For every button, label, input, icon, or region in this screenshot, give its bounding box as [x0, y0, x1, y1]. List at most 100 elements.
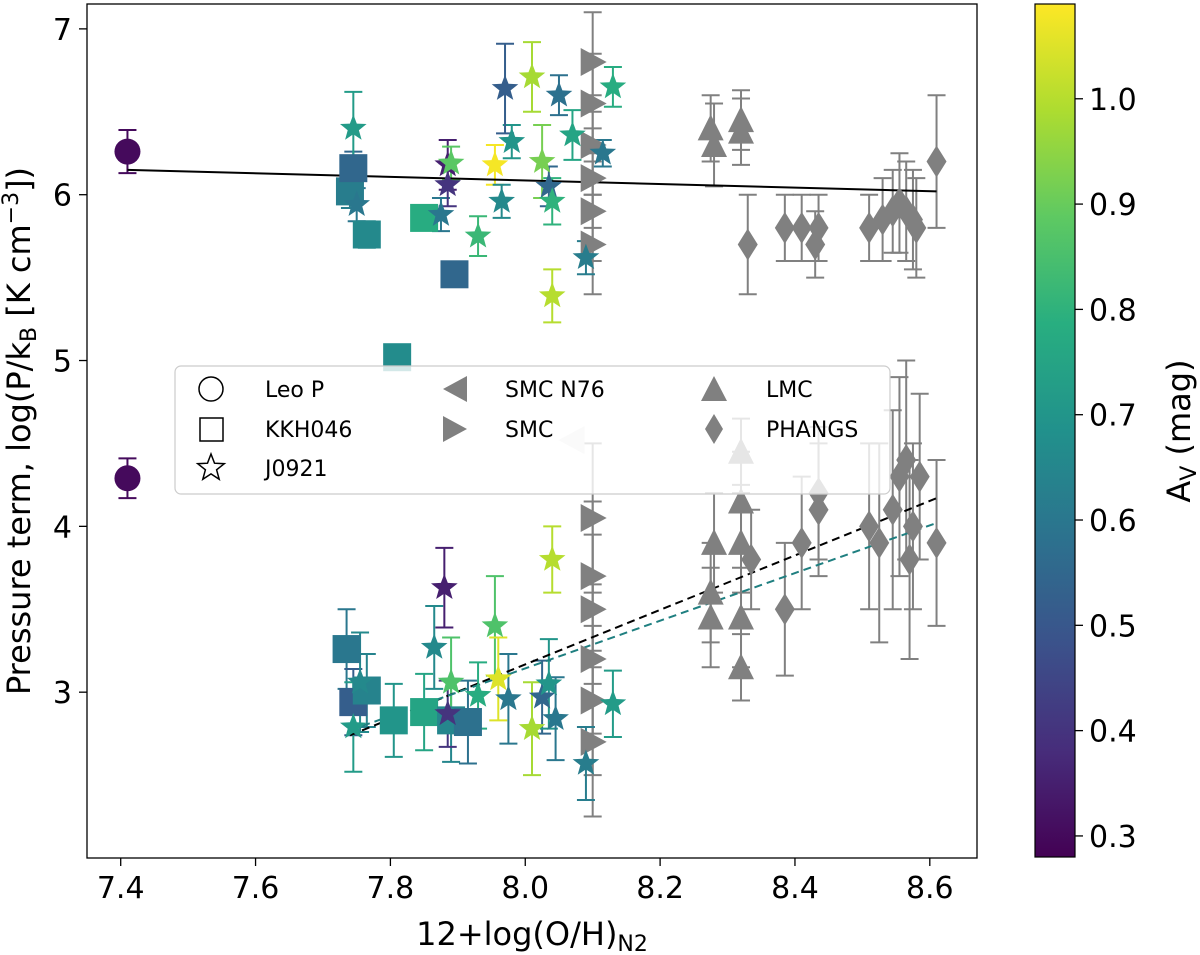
phangs-point — [909, 460, 930, 493]
lmc-point — [728, 487, 755, 514]
legend-square-icon — [199, 417, 224, 442]
j0921-point — [572, 243, 600, 269]
legend-triangle-right-icon — [443, 416, 467, 442]
legend-triangle-left-icon — [443, 376, 467, 402]
colorbar-tick-label: 0.9 — [1089, 188, 1137, 223]
j0921-point — [599, 689, 627, 716]
j0921-point — [481, 611, 509, 638]
y-axis: 3 4 5 6 7 — [53, 13, 87, 711]
legend-entry-smc: SMC — [443, 416, 553, 443]
j0921-point — [340, 713, 367, 739]
colorbar-tick-label: 1.0 — [1089, 83, 1137, 118]
phangs-point — [774, 211, 795, 244]
j0921-point — [559, 121, 586, 147]
j0921-point — [346, 668, 374, 694]
x-tick-label: 7.6 — [232, 871, 280, 906]
x-axis-label-main: 12+log(O/H) — [416, 915, 617, 953]
phangs-point — [774, 593, 795, 626]
colorbar-tick-label: 0.4 — [1089, 715, 1137, 750]
kkh046-point — [410, 698, 439, 727]
x-tick-label: 7.4 — [97, 871, 145, 906]
y-tick-label: 4 — [53, 510, 72, 545]
smc-point — [580, 130, 607, 159]
lmc-point — [701, 130, 728, 157]
kkh046-point — [352, 220, 381, 249]
legend-triangle-up-icon — [701, 376, 727, 401]
lmc-point — [697, 114, 724, 141]
colorbar-tick-label: 0.7 — [1089, 399, 1137, 434]
y-axis-label: Pressure term, log(P/kB [K cm−3]) — [0, 167, 42, 695]
smc-point — [580, 686, 607, 715]
lmc-point — [701, 528, 728, 555]
j0921-point — [464, 222, 492, 248]
plot-frame — [86, 3, 978, 859]
phangs-point — [737, 228, 758, 261]
smc-point — [580, 197, 607, 226]
colorbar-tick-label: 0.6 — [1089, 504, 1137, 539]
kkh046-point — [379, 706, 408, 735]
phangs-point — [902, 510, 923, 543]
j0921-point — [464, 681, 492, 707]
x-axis-label: 12+log(O/H)N2 — [416, 915, 648, 955]
phangs-point — [896, 444, 917, 477]
y-tick-label: 7 — [53, 13, 72, 48]
j0921-point — [491, 74, 519, 100]
smc-point — [580, 164, 607, 193]
colorbar-label: AV (mag) — [1160, 359, 1200, 502]
leo-p-point — [114, 138, 141, 165]
y-axis-label-main: Pressure term, log(P/k — [0, 342, 38, 696]
j0921-point — [340, 114, 367, 140]
j0921-point — [518, 714, 546, 740]
x-tick-label: 8.2 — [636, 871, 684, 906]
j0921-point — [538, 545, 566, 571]
j0921-point — [498, 127, 526, 153]
phangs-point — [808, 493, 829, 526]
lower-fit-black-line — [349, 497, 937, 737]
legend-entry-j0921: J0921 — [195, 451, 327, 482]
j0921-point — [434, 170, 461, 197]
phangs-point — [906, 211, 927, 244]
colorbar-label-sub: V — [1177, 466, 1200, 481]
smc-point — [580, 562, 607, 591]
j0921-point — [488, 187, 515, 213]
smc-point — [580, 595, 607, 624]
phangs-point — [791, 211, 812, 244]
j0921-point — [437, 668, 465, 694]
smc-point — [580, 504, 607, 533]
legend-label-phangs: PHANGS — [766, 418, 858, 443]
data-markers — [114, 48, 947, 775]
colorbar-tick-label: 0.8 — [1089, 293, 1137, 328]
y-axis-label-sup: −3 — [0, 192, 24, 224]
j0921-point — [495, 684, 522, 711]
legend-label-j0921: J0921 — [263, 457, 327, 482]
smc-point — [580, 89, 607, 118]
upper-fit-line — [127, 168, 937, 193]
legend-entry-kkh046: KKH046 — [199, 417, 352, 443]
legend-label-lmc: LMC — [766, 378, 813, 403]
y-tick-label: 5 — [53, 345, 72, 380]
y-axis-label-tail: [K cm — [0, 224, 38, 327]
j0921-point — [343, 190, 370, 216]
y-tick-label: 3 — [53, 676, 72, 711]
j0921-point — [538, 281, 566, 308]
lmc-point — [728, 117, 755, 144]
x-tick-label: 7.8 — [367, 871, 415, 906]
j0921-point — [545, 81, 573, 107]
j0921-point — [481, 150, 509, 177]
lmc-point — [697, 603, 724, 630]
lmc-point — [728, 653, 755, 680]
kkh046-point — [440, 260, 469, 289]
colorbar-tick-label: 0.3 — [1089, 820, 1137, 855]
legend-label-kkh046: KKH046 — [265, 418, 352, 443]
x-axis-label-sub: N2 — [617, 932, 647, 955]
j0921-point — [599, 72, 627, 99]
j0921-point — [572, 749, 600, 775]
lmc-point — [697, 578, 724, 605]
smc-point — [580, 727, 607, 756]
j0921-point — [437, 149, 465, 175]
j0921-point — [427, 200, 455, 226]
phangs-point — [882, 493, 903, 526]
leo-p-point — [114, 465, 141, 492]
legend-entry-leo-p: Leo P — [198, 376, 324, 403]
